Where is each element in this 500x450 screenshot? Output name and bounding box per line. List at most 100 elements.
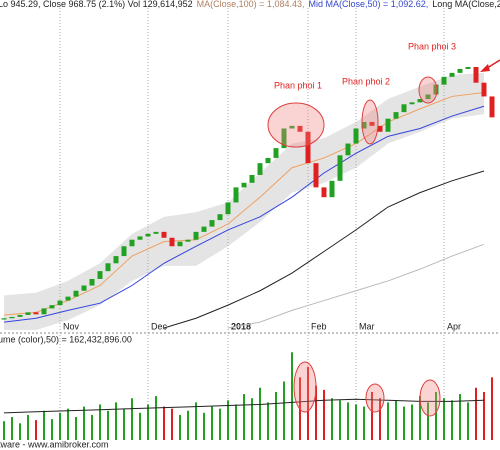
volume-bar	[27, 414, 29, 440]
candle-body	[273, 148, 279, 158]
volume-bar	[195, 402, 197, 440]
moving-average	[3, 92, 485, 316]
volume-bar	[11, 417, 13, 440]
candle-body	[425, 94, 431, 100]
moving-average	[163, 170, 485, 329]
volume-bar	[275, 391, 277, 440]
candle-body	[361, 121, 367, 129]
volume-bar	[267, 402, 269, 440]
candle-body	[481, 82, 487, 97]
candle-body	[297, 125, 303, 132]
volume-bar	[283, 381, 285, 440]
footer: tware - www.amibroker.com	[0, 439, 109, 449]
candle-body	[193, 231, 199, 240]
volume-bar	[395, 400, 397, 440]
candle-body	[265, 157, 271, 164]
candle-body	[177, 241, 183, 247]
candle-body	[337, 155, 343, 181]
volume-bar	[171, 408, 173, 440]
volume-bar	[411, 404, 413, 440]
volume-bar	[355, 404, 357, 440]
candle-body	[185, 239, 191, 242]
volume-bar	[307, 366, 309, 440]
x-tick-label: Apr	[447, 321, 461, 331]
candle-body	[353, 128, 359, 144]
volume-bar	[379, 398, 381, 440]
volume-title: ume (color),50) = 162,432,896.00	[0, 334, 132, 344]
candle-body	[249, 174, 255, 183]
volume-bar	[75, 417, 77, 440]
candle-body	[57, 300, 63, 306]
volume-bar	[147, 404, 149, 440]
volume-bar	[67, 408, 69, 440]
candle-body	[257, 163, 263, 175]
annotation: Phan phoi 1	[274, 80, 322, 90]
candle-body	[17, 314, 23, 317]
volume-bar	[203, 412, 205, 440]
volume-bar	[491, 377, 493, 440]
candle-body	[473, 66, 479, 83]
candle-body	[441, 76, 447, 85]
volume-bar	[211, 406, 213, 440]
volume-bar	[91, 414, 93, 440]
candle-body	[385, 118, 391, 132]
candle-body	[305, 131, 311, 164]
highlight-circle	[267, 102, 325, 148]
volume-bar	[475, 387, 477, 440]
candle-body	[49, 305, 55, 309]
volume-bar	[315, 385, 317, 440]
candle-body	[65, 296, 71, 301]
volume-bar	[51, 419, 53, 440]
x-tick-label: Dec	[151, 321, 168, 331]
volume-bar	[427, 402, 429, 440]
volume-bar	[179, 414, 181, 440]
volume-bar	[291, 352, 293, 440]
volume-bar	[371, 391, 373, 440]
candle-body	[89, 278, 95, 286]
volume-bar	[451, 400, 453, 440]
volume-bar	[227, 400, 229, 440]
candle-body	[393, 112, 399, 119]
candle-body	[121, 246, 127, 257]
header-segment: Lo 945.29, Close 968.75 (2.1%) Vol 129,6…	[0, 0, 193, 9]
volume-bar	[259, 387, 261, 440]
candle-body	[281, 128, 287, 149]
volume-bar	[467, 402, 469, 440]
volume-bar	[155, 396, 157, 440]
candle-body	[289, 125, 295, 129]
candle-body	[225, 202, 231, 215]
candle-body	[201, 226, 207, 232]
volume-bar	[187, 410, 189, 440]
candle-body	[113, 256, 119, 264]
candle-body	[233, 187, 239, 203]
arrow-head	[480, 64, 490, 72]
candle-body	[433, 84, 439, 95]
volume-bar	[483, 391, 485, 440]
candle-body	[401, 104, 407, 113]
candle-body	[1, 318, 7, 320]
candle-body	[9, 316, 15, 319]
candle-body	[457, 68, 463, 73]
header-segment: Long MA(Close,200) = 966.51,	[432, 0, 500, 9]
volume-bar	[139, 412, 141, 440]
volume-bar	[43, 410, 45, 440]
annotation: Phan phoi 3	[408, 41, 456, 51]
candle-body	[417, 99, 423, 103]
header-segment: Mid MA(Close,50) = 1,092.62,	[308, 0, 428, 9]
volume-bar	[3, 421, 5, 440]
candle-body	[129, 239, 135, 247]
highlight-circle	[418, 76, 438, 104]
header: Lo 945.29, Close 968.75 (2.1%) Vol 129,6…	[0, 0, 500, 9]
candle-body	[161, 231, 167, 238]
candle-body	[313, 163, 319, 188]
volume-bar	[339, 400, 341, 440]
candle-body	[145, 233, 151, 237]
candle-body	[97, 271, 103, 279]
candle-body	[137, 236, 143, 240]
candle-body	[321, 187, 327, 198]
volume-bar	[107, 410, 109, 440]
candle-body	[345, 143, 351, 156]
candle-body	[81, 285, 87, 291]
volume-bar	[235, 404, 237, 440]
